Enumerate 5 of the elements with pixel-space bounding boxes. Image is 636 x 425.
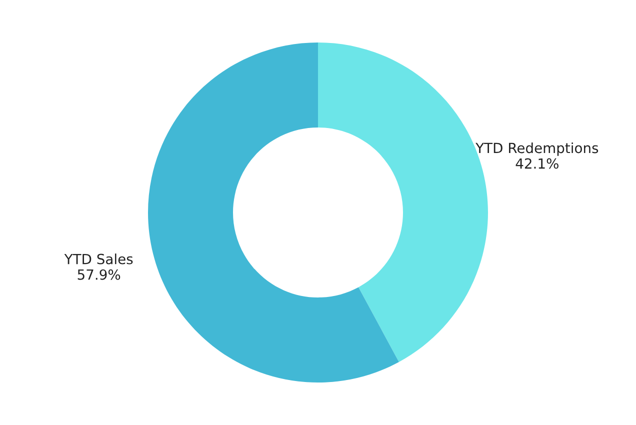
slice-label: YTD Sales bbox=[64, 254, 133, 264]
slice-label: YTD Redemptions bbox=[476, 142, 598, 156]
data-label: 57.9% bbox=[78, 269, 120, 280]
donut-slice bbox=[148, 42, 399, 382]
data-label: 42.1% bbox=[516, 158, 558, 169]
